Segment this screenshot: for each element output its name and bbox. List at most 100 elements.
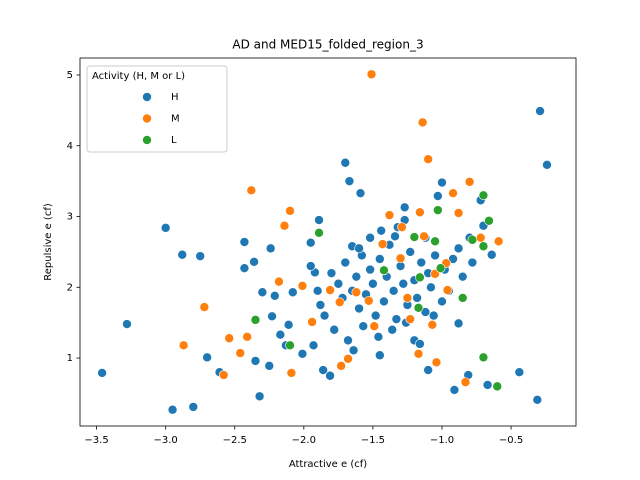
point — [283, 319, 294, 330]
point — [431, 357, 442, 368]
point — [387, 324, 398, 335]
point — [532, 395, 543, 405]
plot-area — [97, 69, 552, 415]
point — [250, 315, 261, 325]
point — [384, 210, 395, 220]
point — [297, 281, 308, 291]
point — [167, 404, 178, 415]
point — [437, 177, 447, 188]
point — [398, 278, 409, 289]
point — [188, 402, 199, 412]
point — [376, 225, 386, 236]
point — [437, 296, 447, 307]
point — [344, 176, 355, 186]
point — [478, 241, 489, 252]
legend-marker — [142, 113, 152, 124]
point — [315, 300, 326, 310]
point — [235, 348, 246, 358]
point — [467, 235, 478, 245]
point — [423, 365, 433, 375]
point — [358, 321, 369, 332]
point — [428, 310, 439, 321]
point — [464, 177, 475, 187]
point — [325, 370, 335, 381]
point — [457, 271, 468, 282]
point — [484, 215, 494, 226]
point — [334, 297, 345, 307]
point — [478, 190, 489, 201]
legend-marker — [142, 135, 152, 145]
point — [415, 207, 425, 218]
point — [409, 232, 420, 242]
point — [448, 188, 458, 198]
point — [202, 352, 212, 363]
x-tick-label: −3.5 — [84, 435, 108, 446]
point — [430, 250, 440, 261]
point — [195, 251, 206, 261]
point — [412, 293, 422, 303]
point — [368, 278, 378, 289]
point — [265, 243, 276, 254]
point — [199, 302, 210, 312]
y-tick-label: 2 — [67, 282, 73, 293]
point — [493, 236, 504, 247]
point — [375, 254, 385, 264]
legend-marker — [142, 92, 152, 102]
point — [264, 361, 275, 371]
point — [402, 293, 413, 303]
point — [286, 368, 297, 378]
point — [122, 319, 132, 329]
point — [430, 236, 440, 247]
y-tick-label: 5 — [67, 70, 73, 81]
y-tick-label: 3 — [67, 212, 73, 223]
point — [285, 206, 295, 216]
point — [370, 310, 381, 321]
point — [250, 356, 261, 366]
point — [492, 381, 503, 392]
point — [405, 247, 416, 257]
point — [178, 340, 189, 351]
point — [279, 220, 290, 231]
point — [246, 185, 257, 196]
point — [351, 271, 362, 282]
point — [218, 370, 229, 380]
point — [343, 335, 353, 346]
point — [355, 188, 366, 198]
point — [413, 349, 424, 359]
point — [305, 261, 316, 271]
point — [275, 329, 286, 340]
point — [340, 157, 351, 168]
point — [366, 69, 377, 80]
point — [257, 287, 268, 298]
point — [457, 293, 468, 303]
point — [433, 205, 443, 215]
point — [475, 232, 486, 243]
point — [442, 285, 453, 295]
point — [427, 319, 438, 330]
point — [388, 286, 399, 296]
point — [287, 287, 298, 298]
point — [249, 257, 259, 267]
x-tick-label: −0.5 — [499, 435, 523, 446]
point — [486, 249, 497, 260]
x-tick-label: −2.5 — [223, 435, 247, 446]
chart-title: AD and MED15_folded_region_3 — [232, 38, 423, 52]
point — [297, 349, 308, 359]
point — [377, 239, 388, 249]
point — [453, 318, 464, 329]
point — [318, 365, 328, 375]
point — [314, 215, 324, 225]
point — [467, 257, 478, 268]
point — [336, 361, 346, 371]
legend-label: L — [171, 135, 177, 146]
point — [423, 154, 433, 164]
point — [333, 278, 344, 289]
point — [97, 368, 107, 378]
point — [426, 282, 436, 293]
point — [329, 324, 340, 335]
point — [239, 237, 250, 247]
point — [312, 286, 323, 296]
x-tick-label: −1.5 — [361, 435, 385, 446]
